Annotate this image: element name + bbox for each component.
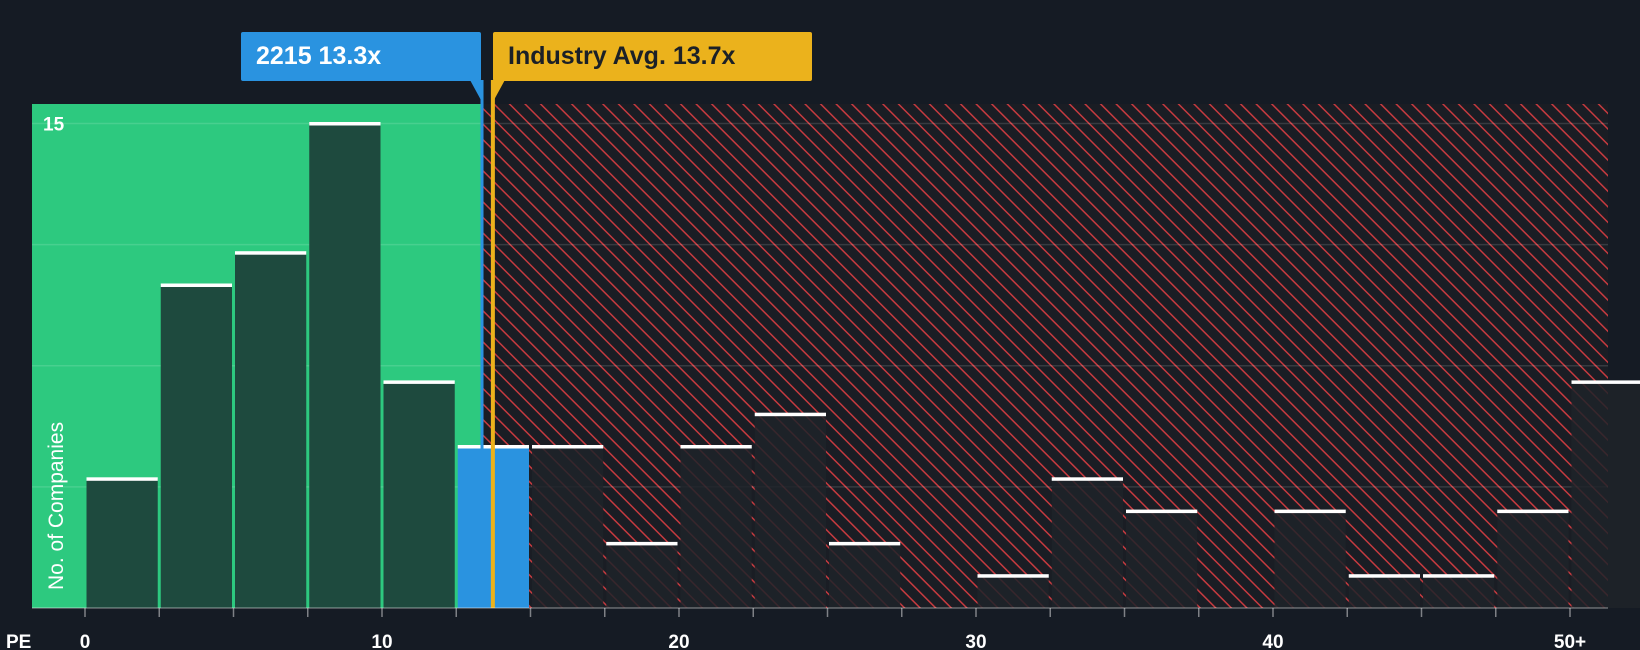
bar-9 <box>754 414 826 608</box>
bar-17 <box>1348 575 1420 608</box>
bar-10 <box>829 543 901 608</box>
industry-avg-text: Industry Avg. 13.7x <box>508 42 736 70</box>
bar-18 <box>1423 575 1495 608</box>
x-tick-label-4: 40 <box>1262 632 1283 650</box>
bar-cap-8 <box>680 445 752 449</box>
bar-cap-9 <box>754 412 826 417</box>
company-pe-label: 2215 13.3x <box>241 32 481 81</box>
company-pe-text: 2215 13.3x <box>256 42 382 70</box>
bar-1 <box>160 285 232 608</box>
bar-0 <box>86 478 158 608</box>
x-tick-label-0: 0 <box>80 632 91 650</box>
overvalued-zone <box>483 104 1608 608</box>
y-tick-label-0: 15 <box>43 115 65 136</box>
bar-4 <box>383 381 455 608</box>
bar-cap-1 <box>160 283 232 287</box>
bar-cap-20 <box>1571 380 1640 384</box>
bar-cap-12 <box>977 574 1049 578</box>
bar-16 <box>1274 511 1346 608</box>
bar-2 <box>235 252 307 608</box>
bar-cap-4 <box>383 380 455 384</box>
bar-cap-0 <box>86 477 158 481</box>
bar-cap-17 <box>1348 574 1420 578</box>
y-axis-title: No. of Companies <box>45 422 68 590</box>
bar-20 <box>1571 381 1640 608</box>
x-tick-label-1: 10 <box>371 632 392 650</box>
bar-7 <box>606 543 678 608</box>
company-pointer <box>470 80 483 102</box>
x-axis-title: PE <box>6 632 31 650</box>
bar-12 <box>977 575 1049 608</box>
bar-cap-16 <box>1274 509 1346 514</box>
bar-cap-13 <box>1051 477 1123 481</box>
x-tick-label-2: 20 <box>668 632 689 650</box>
bar-14 <box>1126 511 1198 608</box>
bar-19 <box>1497 511 1569 608</box>
bar-cap-19 <box>1497 509 1569 514</box>
bar-13 <box>1051 478 1123 608</box>
industry-pointer <box>492 80 505 102</box>
bar-3 <box>309 123 381 608</box>
bar-8 <box>680 446 752 608</box>
x-tick-label-5: 50+ <box>1554 632 1586 650</box>
bar-cap-14 <box>1126 509 1198 514</box>
industry-avg-label: Industry Avg. 13.7x <box>493 32 812 81</box>
bar-cap-2 <box>235 251 307 255</box>
bar-cap-3 <box>309 122 381 126</box>
bar-6 <box>532 446 604 608</box>
bar-cap-7 <box>606 541 678 546</box>
bar-cap-18 <box>1423 574 1495 578</box>
bar-cap-6 <box>532 445 604 449</box>
x-tick-label-3: 30 <box>965 632 986 650</box>
bar-cap-10 <box>829 541 901 546</box>
